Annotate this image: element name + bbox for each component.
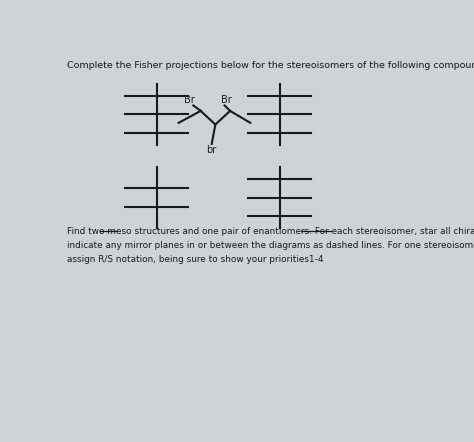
Text: Find two meso structures and one pair of enantiomers. For each stereoisomer, sta: Find two meso structures and one pair of… (66, 227, 474, 236)
Text: indicate any mirror planes in or between the diagrams as dashed lines. For one s: indicate any mirror planes in or between… (66, 241, 474, 250)
Text: assign R/S notation, being sure to show your priorities1-4: assign R/S notation, being sure to show … (66, 255, 323, 264)
Text: br: br (207, 145, 217, 155)
Text: Br: Br (221, 95, 232, 105)
Text: Br: Br (184, 95, 195, 105)
Text: Complete the Fisher projections below for the stereoisomers of the following com: Complete the Fisher projections below fo… (66, 61, 474, 69)
